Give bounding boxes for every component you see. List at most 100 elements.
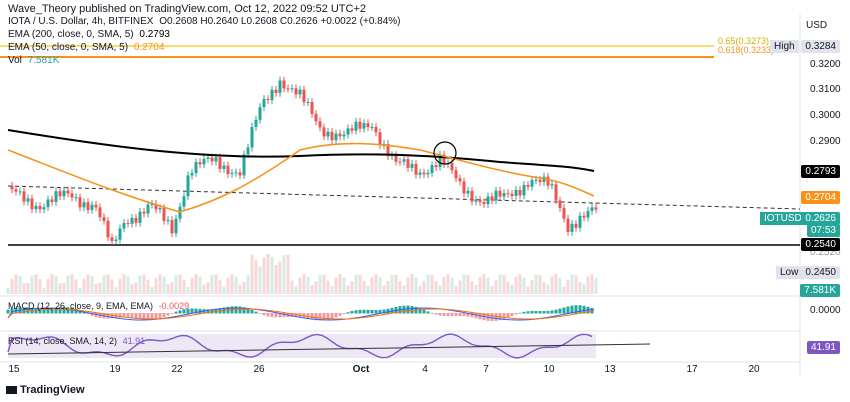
volume-bar bbox=[550, 276, 554, 294]
candle-body bbox=[342, 134, 346, 137]
volume-bar bbox=[234, 276, 238, 294]
candle-body bbox=[450, 163, 454, 171]
macd-histogram-bar bbox=[90, 313, 94, 316]
ema200-legend[interactable]: EMA (200, close, 0, SMA, 5) 0.2793 bbox=[8, 29, 170, 40]
candle-body bbox=[214, 157, 218, 162]
candle-body bbox=[258, 107, 262, 120]
price-tick: 0.3000 bbox=[810, 110, 841, 121]
volume-bar bbox=[162, 276, 166, 294]
macd-histogram-bar bbox=[234, 306, 238, 314]
volume-bar bbox=[230, 274, 234, 294]
volume-bar bbox=[150, 287, 154, 294]
volume-bar bbox=[102, 275, 106, 294]
candle-body bbox=[566, 218, 570, 232]
macd-histogram-bar bbox=[238, 306, 242, 314]
macd-histogram-bar bbox=[454, 313, 458, 316]
candle-body bbox=[478, 199, 482, 203]
volume-bar bbox=[54, 276, 58, 294]
candle-body bbox=[74, 197, 78, 199]
volume-bar bbox=[390, 274, 394, 294]
high-value-tag: 0.3284 bbox=[801, 40, 840, 53]
volume-bar bbox=[50, 274, 54, 294]
volume-bar bbox=[442, 277, 446, 294]
candle-body bbox=[462, 181, 466, 194]
date-label: 22 bbox=[171, 364, 183, 375]
candle-body bbox=[86, 202, 90, 210]
candle-body bbox=[226, 165, 230, 174]
candle-body bbox=[386, 143, 390, 157]
candle-body bbox=[454, 170, 458, 179]
ema50-label: EMA (50, close, 0, SMA, 5) bbox=[8, 42, 129, 53]
macd-histogram-bar bbox=[342, 313, 346, 315]
macd-histogram-bar bbox=[274, 313, 278, 318]
candle-body bbox=[234, 172, 238, 174]
macd-histogram-bar bbox=[526, 311, 530, 314]
volume-legend[interactable]: Vol 7.581K bbox=[8, 55, 59, 66]
price-tick: 0.2520 bbox=[810, 247, 841, 258]
macd-histogram-bar bbox=[378, 309, 382, 314]
macd-histogram-bar bbox=[74, 308, 78, 314]
macd-histogram-bar bbox=[170, 313, 174, 314]
candle-body bbox=[318, 121, 322, 128]
volume-bar bbox=[546, 284, 550, 294]
volume-bar bbox=[394, 274, 398, 294]
candle-body bbox=[298, 89, 302, 95]
volume-bar bbox=[418, 285, 422, 294]
candle-body bbox=[230, 173, 234, 175]
tradingview-logo[interactable]: TradingView bbox=[6, 384, 85, 396]
candle-body bbox=[18, 191, 22, 193]
macd-histogram-bar bbox=[94, 313, 98, 318]
ema200-value: 0.2793 bbox=[139, 29, 170, 40]
volume-bar bbox=[526, 286, 530, 294]
volume-bar bbox=[410, 274, 414, 294]
volume-value: 7.581K bbox=[27, 55, 60, 66]
macd-histogram-bar bbox=[66, 307, 70, 314]
volume-bar bbox=[402, 285, 406, 294]
volume-bar bbox=[346, 285, 350, 294]
volume-bar bbox=[106, 274, 110, 294]
candle-body bbox=[590, 207, 594, 211]
volume-bar bbox=[166, 284, 170, 294]
volume-bar bbox=[86, 274, 90, 294]
macd-histogram-bar bbox=[22, 307, 26, 314]
volume-bar bbox=[26, 283, 30, 294]
low-value-tag: 0.2450 bbox=[801, 266, 840, 279]
macd-histogram-bar bbox=[350, 310, 354, 314]
rsi-legend[interactable]: RSI (14, close, SMA, 14, 2) 41.91 bbox=[8, 336, 145, 346]
volume-bar bbox=[434, 281, 438, 294]
candle-body bbox=[250, 127, 254, 148]
volume-label: Vol bbox=[8, 55, 22, 66]
volume-bar bbox=[382, 285, 386, 294]
macd-histogram-bar bbox=[446, 313, 450, 317]
candle-body bbox=[222, 165, 226, 169]
macd-histogram-bar bbox=[538, 311, 542, 314]
macd-histogram-bar bbox=[370, 309, 374, 314]
macd-histogram-bar bbox=[134, 313, 138, 319]
candle-body bbox=[522, 184, 526, 196]
symbol-legend[interactable]: IOTA / U.S. Dollar, 4h, BITFINEX O0.2608… bbox=[8, 16, 401, 27]
date-label: Oct bbox=[352, 364, 370, 375]
volume-bar bbox=[218, 280, 222, 294]
volume-bar bbox=[126, 276, 130, 294]
volume-bar bbox=[562, 286, 566, 294]
date-label: 10 bbox=[543, 364, 555, 375]
volume-bar bbox=[238, 284, 242, 294]
macd-histogram-bar bbox=[362, 309, 366, 314]
candle-body bbox=[166, 220, 170, 222]
rsi-value: 41.91 bbox=[122, 336, 146, 346]
macd-histogram-bar bbox=[546, 310, 550, 314]
macd-histogram-bar bbox=[582, 305, 586, 314]
macd-legend[interactable]: MACD (12, 26, close, 9, EMA, EMA) -0.002… bbox=[8, 301, 189, 311]
candle-body bbox=[62, 190, 66, 197]
ema200-line bbox=[7, 129, 595, 172]
date-label: 13 bbox=[604, 364, 616, 375]
volume-bar bbox=[354, 274, 358, 294]
ema50-legend[interactable]: EMA (50, close, 0, SMA, 5) 0.2704 bbox=[8, 42, 164, 53]
volume-bar bbox=[30, 275, 34, 294]
macd-histogram-bar bbox=[258, 313, 262, 314]
fib-065-label: 0.65(0.3273) bbox=[718, 36, 770, 46]
macd-histogram-bar bbox=[374, 310, 378, 314]
candle-body bbox=[578, 215, 582, 228]
volume-bar bbox=[142, 274, 146, 294]
